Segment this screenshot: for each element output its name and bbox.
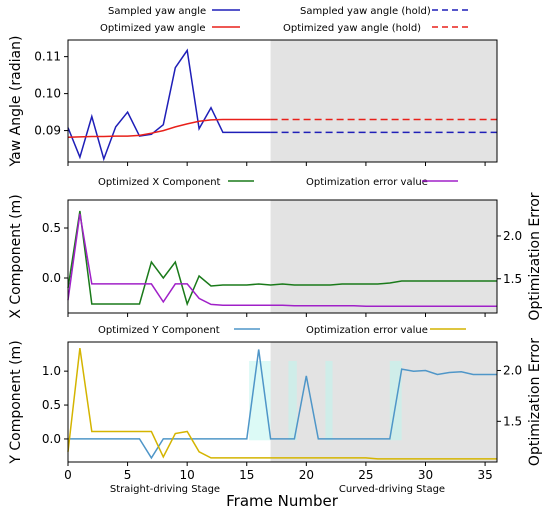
y-right-axis-label: Optimization Error bbox=[527, 338, 543, 466]
y-axis-label: Yaw Angle (radian) bbox=[8, 36, 24, 168]
legend-label: Sampled yaw angle bbox=[108, 6, 206, 17]
x-tick-label: 15 bbox=[239, 468, 254, 482]
highlight-band-2 bbox=[288, 360, 297, 441]
series-line-1-2 bbox=[67, 118, 271, 138]
x-axis-label: Frame Number bbox=[226, 492, 339, 510]
y-tick-label: 0.09 bbox=[34, 124, 61, 138]
series-line-1-1 bbox=[67, 48, 271, 162]
legend-label: Optimized Y Component bbox=[98, 325, 220, 336]
legend-label: Optimization error value bbox=[306, 177, 428, 188]
plot-frame bbox=[67, 39, 498, 163]
shaded-region bbox=[270, 342, 497, 462]
y-tick-label: 0.0 bbox=[42, 271, 61, 285]
y-tick-label: 0.0 bbox=[42, 432, 61, 446]
plot-frame bbox=[67, 341, 498, 463]
x-tick-label: 10 bbox=[180, 468, 195, 482]
y-tick-label: 1.0 bbox=[42, 364, 61, 378]
y-tick-label: 0.10 bbox=[34, 87, 61, 101]
shaded-region bbox=[270, 200, 497, 313]
legend: Optimized Y Component Optimization error … bbox=[98, 325, 466, 336]
x-tick-label: 5 bbox=[124, 468, 132, 482]
legend-label: Optimization error value bbox=[306, 325, 428, 336]
legend-label: Optimized X Component bbox=[98, 177, 221, 188]
x-tick-label: 30 bbox=[418, 468, 433, 482]
series-line-3-2 bbox=[67, 347, 497, 460]
legend: Sampled yaw angle Optimized yaw angle Samp… bbox=[100, 6, 470, 34]
series-line-3-1 bbox=[68, 349, 497, 460]
annotation-curved-stage: Curved-driving Stage bbox=[339, 484, 445, 495]
legend: Optimized X Component Optimization error … bbox=[98, 177, 458, 188]
y-tick-label: 0.5 bbox=[42, 398, 61, 412]
panel-2: 0.0 0.5 1.5 2.0 X Component (m) Optimization … bbox=[8, 177, 543, 321]
y-right-tick-label: 1.5 bbox=[503, 272, 522, 286]
shaded-region bbox=[270, 40, 497, 162]
legend-label: Optimized yaw angle (hold) bbox=[283, 23, 421, 34]
y-right-tick-label: 1.5 bbox=[503, 414, 522, 428]
legend-label: Sampled yaw angle (hold) bbox=[300, 6, 431, 17]
annotation-straight-stage: Straight-driving Stage bbox=[110, 484, 220, 495]
panel-3: 0.0 0.5 1.0 1.5 2.0 0 5 10 15 20 25 30 35 Y Component… bbox=[8, 325, 543, 510]
y-right-axis-label: Optimization Error bbox=[527, 192, 543, 320]
highlight-band-3 bbox=[325, 360, 333, 441]
legend-label: Optimized yaw angle bbox=[100, 23, 206, 34]
series-line-2-1 bbox=[67, 210, 497, 307]
plot-frame bbox=[67, 199, 498, 314]
x-tick-label: 35 bbox=[477, 468, 492, 482]
panel-1: 0.09 0.10 0.11 Yaw Angle (radian) Sampled ya… bbox=[8, 6, 498, 168]
x-tick-label: 20 bbox=[299, 468, 314, 482]
series-line-2-2 bbox=[67, 213, 497, 307]
y-tick-label: 0.5 bbox=[42, 221, 61, 235]
y-right-tick-label: 2.0 bbox=[503, 363, 522, 377]
y-axis-label: Y Component (m) bbox=[8, 340, 24, 464]
y-axis-label: X Component (m) bbox=[8, 194, 24, 318]
x-tick-label: 25 bbox=[358, 468, 373, 482]
y-right-tick-label: 2.0 bbox=[503, 229, 522, 243]
x-tick-label: 0 bbox=[64, 468, 72, 482]
y-tick-label: 0.11 bbox=[34, 50, 61, 64]
